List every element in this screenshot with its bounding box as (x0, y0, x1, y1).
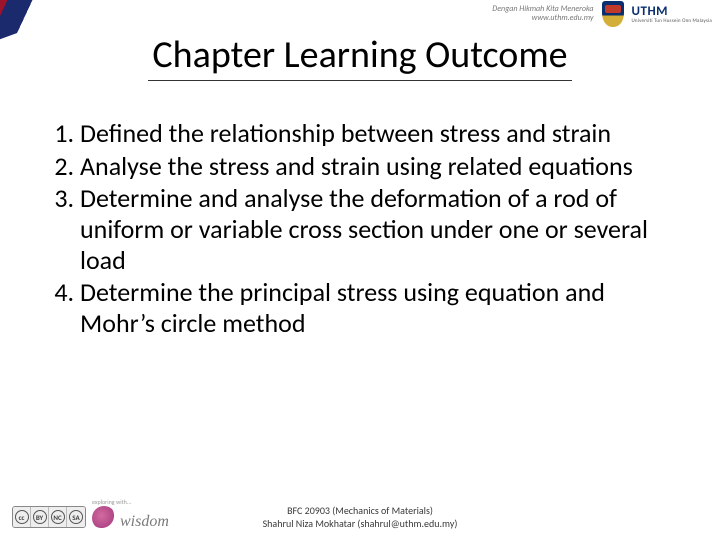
uthm-logo-subtext: Universiti Tun Hussein Onn Malaysia (632, 18, 712, 24)
uthm-shield-icon (602, 1, 624, 27)
uthm-logo-text: UTHM (632, 5, 712, 18)
footer-credits: BFC 20903 (Mechanics of Materials) Shahr… (0, 505, 720, 530)
author-line: Shahrul Niza Mokhatar (shahrul@uthm.edu.… (0, 518, 720, 531)
header-motto: Dengan Hikmah Kita Meneroka www.uthm.edu… (492, 5, 593, 23)
title-wrap: Chapter Learning Outcome (0, 32, 720, 81)
list-item: Defined the relationship between stress … (80, 118, 672, 149)
motto-line2: www.uthm.edu.my (492, 14, 593, 23)
content-area: Defined the relationship between stress … (48, 118, 672, 341)
course-code: BFC 20903 (Mechanics of Materials) (0, 505, 720, 518)
uthm-logo-text-block: UTHM Universiti Tun Hussein Onn Malaysia (632, 5, 712, 24)
list-item: Analyse the stress and strain using rela… (80, 151, 672, 182)
page-title: Chapter Learning Outcome (148, 32, 571, 81)
list-item: Determine and analyse the deformation of… (80, 183, 672, 275)
outcomes-list: Defined the relationship between stress … (48, 118, 672, 339)
header-bar: Dengan Hikmah Kita Meneroka www.uthm.edu… (492, 0, 720, 28)
footer: cc BY NC SA exploring with... wisdom BFC… (0, 490, 720, 534)
list-item: Determine the principal stress using equ… (80, 277, 672, 338)
